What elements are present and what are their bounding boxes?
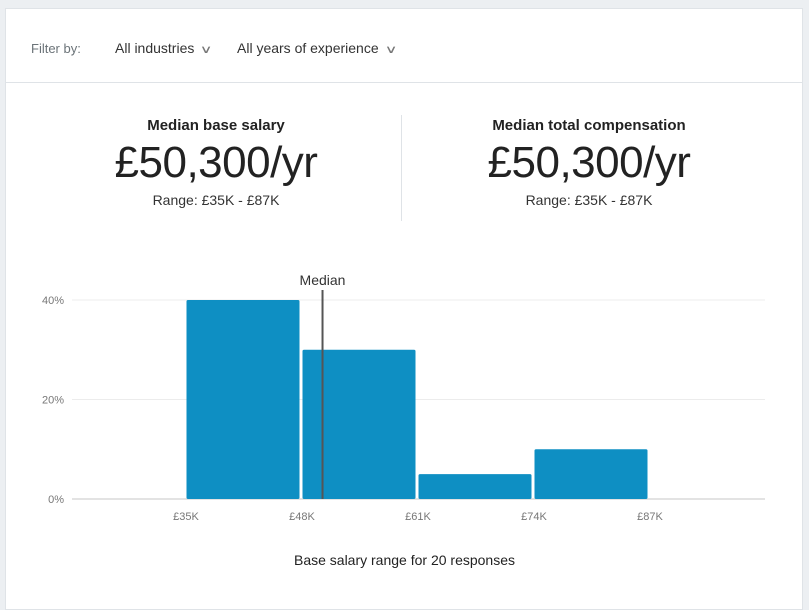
divider xyxy=(401,115,402,221)
x-tick-label: £87K xyxy=(637,511,663,523)
histogram-bar xyxy=(418,474,532,499)
histogram-bar xyxy=(534,449,648,499)
salary-card: Filter by: All industries ∨ All years of … xyxy=(5,8,803,610)
stat-value: £50,300/yr xyxy=(114,138,318,187)
chevron-down-icon: ∨ xyxy=(199,44,213,56)
industry-dropdown-label: All industries xyxy=(115,40,195,56)
histogram-bar xyxy=(302,349,416,499)
median-total-compensation: Median total compensation £50,300/yr Ran… xyxy=(399,117,779,208)
x-axis-label: Base salary range for 20 responses xyxy=(293,552,515,568)
filter-label: Filter by: xyxy=(31,41,81,56)
x-tick-label: £61K xyxy=(405,511,431,523)
stat-range: Range: £35K - £87K xyxy=(525,192,653,208)
histogram-bar xyxy=(186,300,300,499)
x-tick-label: £35K xyxy=(173,511,199,523)
industry-dropdown[interactable]: All industries ∨ xyxy=(115,40,213,56)
chevron-down-icon: ∨ xyxy=(384,44,398,56)
x-tick-label: £74K xyxy=(521,511,547,523)
experience-dropdown[interactable]: All years of experience ∨ xyxy=(237,40,398,56)
stat-range: Range: £35K - £87K xyxy=(152,192,280,208)
x-tick-label: £48K xyxy=(289,511,315,523)
experience-dropdown-label: All years of experience xyxy=(237,40,379,56)
filter-bar: Filter by: All industries ∨ All years of … xyxy=(6,9,802,83)
y-tick-label: 20% xyxy=(42,395,64,407)
y-tick-label: 40% xyxy=(42,295,64,307)
stat-value: £50,300/yr xyxy=(487,138,691,187)
median-base-salary: Median base salary £50,300/yr Range: £35… xyxy=(26,117,406,208)
stat-title: Median base salary xyxy=(147,117,285,134)
stat-title: Median total compensation xyxy=(492,117,686,134)
salary-histogram: 0% 20% 40% £35K £48K £61K £74K £87K Median xyxy=(42,272,765,523)
median-label: Median xyxy=(300,272,346,288)
y-tick-label: 0% xyxy=(48,494,64,506)
